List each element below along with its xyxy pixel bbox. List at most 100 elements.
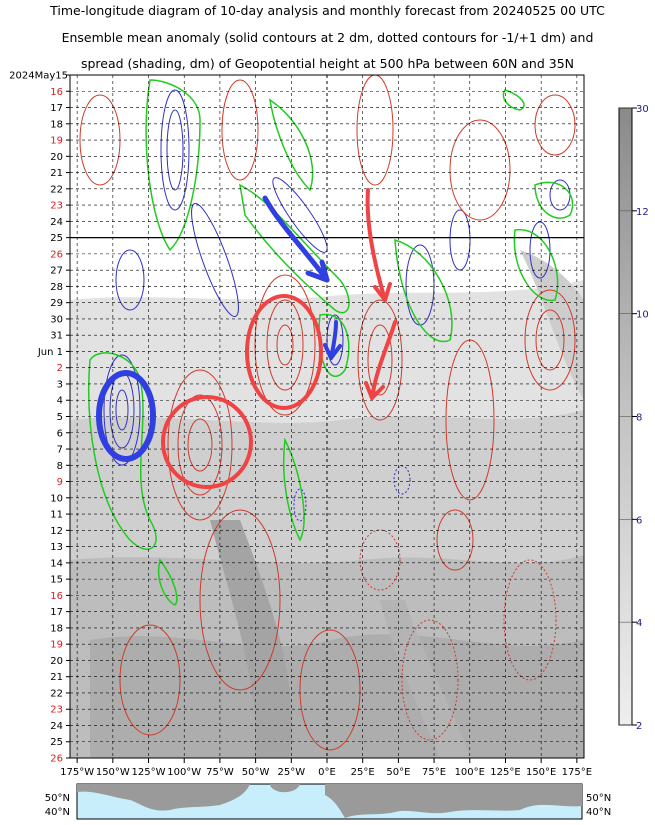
x-tick-label: 25°W [277,767,305,778]
y-axis-labels: 2024May151617181920212223242526272829303… [9,71,68,765]
y-tick-label: 7 [57,445,63,456]
y-tick-label: 27 [50,266,63,277]
y-tick-label: 3 [57,379,63,390]
neg-contour [191,202,239,318]
y-tick-label: 28 [50,282,63,293]
y-tick-label: 8 [57,461,63,472]
y-tick-label: 12 [50,526,63,537]
shading-band-2 [380,600,470,758]
x-tick-label: 175°E [562,767,592,778]
x-tick-label: 150°W [96,767,130,778]
x-tick-label: 100°E [455,767,485,778]
y-tick-label: 10 [50,493,63,504]
chart-subtitle-line2: Ensemble mean anomaly (solid contours at… [61,30,594,45]
blue-circle-annotation [96,370,156,462]
y-tick-label: 2 [57,363,63,374]
x-tick-label: 100°W [167,767,201,778]
neg-contour [529,221,551,279]
x-tick-label: 50°W [242,767,270,778]
map-label-right-40n: 40°N [586,807,611,818]
pos-contour [119,624,181,736]
red-circle-annotation [245,294,323,410]
y-tick-label: 13 [50,542,63,553]
colorbar-labels: 2 4 6 8 10 12 30 [619,104,649,732]
y-tick-label: 20 [50,656,63,667]
pos-contour [167,369,233,521]
y-tick-label: 25 [50,233,63,244]
x-axis-labels: 175°W 150°W 125°W 100°W 75°W 50°W 25°W 0°E 25°E 5… [60,767,592,778]
y-tick-label: 9 [57,477,63,488]
neg-contour [166,109,184,191]
pos-contour [503,559,557,681]
map-strip: 50°N 40°N 50°N 40°N [45,783,611,820]
y-tick-label: 16 [50,591,63,602]
y-tick-label: 29 [50,298,63,309]
y-tick-label: 21 [50,168,63,179]
colorbar-label: 6 [636,515,642,526]
x-tick-label: 175°W [60,767,94,778]
shading-darker [90,634,584,758]
pos-contour [534,94,576,156]
zero-contour [502,89,525,111]
y-tick-label: 18 [50,623,63,634]
map-land [77,784,582,818]
shading-band-1 [210,520,292,758]
neg-contour [272,177,328,253]
x-tick-label: 75°W [206,767,234,778]
y-tick-label: 24 [50,217,63,228]
y-tick-label: 20 [50,152,63,163]
neg-contour [115,389,129,431]
x-tick-label: 50°E [386,767,410,778]
plot-frame [69,74,585,759]
shading-band-3 [520,250,584,400]
red-circle-annotation [161,395,253,489]
chart-title: Time-longitude diagram of 10-day analysi… [50,3,605,18]
x-tick-label: 0°E [318,767,336,778]
colorbar-label: 10 [636,310,649,321]
pos-contour [436,509,474,571]
neg-contour [393,465,411,495]
land-north-america [77,784,250,811]
x-tick-label: 150°E [526,767,556,778]
zero-contour [282,437,305,542]
map-label-right-50n: 50°N [586,793,611,804]
y-tick-label: 17 [50,103,63,114]
zero-contour [268,98,314,192]
pos-contour [199,509,281,691]
colorbar-label: 8 [636,413,642,424]
pos-contour [535,309,565,371]
zero-contour [534,181,574,219]
map-label-left-50n: 50°N [45,793,70,804]
x-tick-label: 125°E [490,767,520,778]
y-tick-label: 31 [50,331,63,342]
y-tick-label: 4 [57,396,63,407]
red-arrow-annotation [365,188,392,302]
blue-arrow-annotation [323,320,342,360]
red-arrow-annotation [364,320,397,400]
colorbar-label: 4 [636,618,642,629]
land-europe-asia [325,784,582,818]
pos-contour [299,629,361,751]
y-tick-label: 5 [57,412,63,423]
zero-contour [394,238,453,343]
colorbar-label: 2 [636,721,642,732]
zero-contour [239,183,350,314]
colorbar: 2 4 6 8 10 12 30 [618,104,649,732]
y-tick-label: 22 [50,688,63,699]
map-label-left-40n: 40°N [45,807,70,818]
y-tick-label: 24 [50,721,63,732]
y-tick-label: 26 [50,754,63,765]
land-greenland-piece [270,784,300,793]
y-tick-label: 6 [57,428,63,439]
zero-contour [88,352,157,550]
x-tick-label: 75°E [422,767,446,778]
neg-contour [160,89,190,211]
pos-contour [401,619,459,741]
annotations [96,188,397,489]
chart-subtitle-line3: spread (shading, dm) of Geopotential hei… [80,56,575,71]
y-tick-label: 19 [50,640,63,651]
neg-contour [103,354,141,466]
neg-contour [293,488,307,522]
x-tick-label: 125°W [132,767,166,778]
y-tick-label: 11 [50,510,63,521]
